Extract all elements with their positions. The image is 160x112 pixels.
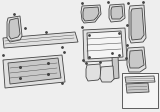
Polygon shape	[83, 28, 127, 62]
Polygon shape	[129, 5, 146, 43]
Polygon shape	[109, 4, 125, 22]
Polygon shape	[129, 50, 144, 68]
Polygon shape	[111, 6, 123, 19]
Polygon shape	[7, 16, 22, 42]
Polygon shape	[127, 47, 146, 72]
Polygon shape	[86, 64, 101, 81]
Polygon shape	[9, 18, 20, 39]
Polygon shape	[100, 66, 114, 82]
Polygon shape	[87, 31, 123, 59]
Bar	[122, 73, 158, 108]
Polygon shape	[83, 7, 99, 21]
Polygon shape	[8, 58, 61, 84]
Polygon shape	[81, 5, 101, 23]
Polygon shape	[3, 32, 78, 48]
Polygon shape	[131, 8, 144, 40]
Polygon shape	[126, 83, 149, 93]
Polygon shape	[125, 76, 155, 83]
Polygon shape	[3, 55, 65, 88]
Polygon shape	[112, 56, 119, 79]
